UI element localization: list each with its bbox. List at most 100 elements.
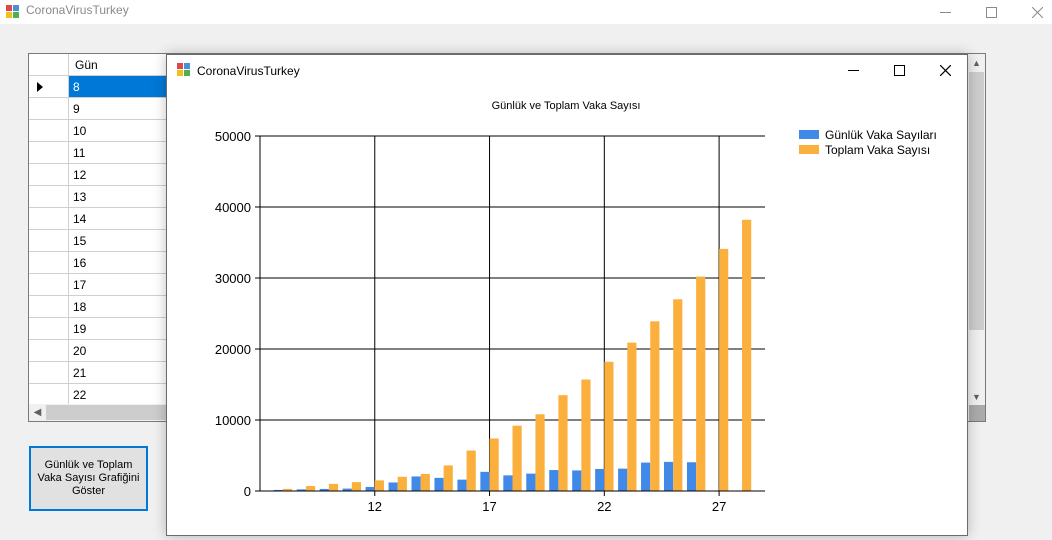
bar-total-cases	[535, 414, 545, 491]
x-tick-label: 27	[712, 499, 726, 514]
chart-grid	[260, 135, 765, 491]
chart-minimize-button[interactable]	[830, 55, 876, 85]
table-row[interactable]: 13	[29, 186, 179, 208]
bar-daily-cases	[388, 482, 398, 491]
window-title: CoronaVirusTurkey	[26, 3, 129, 17]
bar-daily-cases	[296, 489, 306, 491]
table-cell-gun[interactable]: 20	[69, 340, 179, 362]
row-header[interactable]	[29, 76, 69, 98]
chart-bars	[273, 219, 752, 491]
table-cell-gun[interactable]: 11	[69, 142, 179, 164]
table-cell-gun[interactable]: 9	[69, 98, 179, 120]
table-cell-gun[interactable]: 12	[69, 164, 179, 186]
vertical-scrollbar[interactable]: ▲ ▼	[968, 54, 985, 405]
table-row[interactable]: 21	[29, 362, 179, 384]
table-cell-gun[interactable]: 8	[69, 76, 179, 98]
grid-corner[interactable]	[29, 54, 69, 76]
bar-total-cases	[512, 425, 522, 491]
y-tick-label: 50000	[215, 129, 251, 144]
table-row[interactable]: 14	[29, 208, 179, 230]
table-cell-gun[interactable]: 15	[69, 230, 179, 252]
bar-total-cases	[305, 486, 316, 491]
bar-total-cases	[328, 483, 339, 491]
x-tick-label: 12	[368, 499, 382, 514]
bar-total-cases	[558, 395, 568, 491]
table-row[interactable]: 8	[29, 76, 179, 98]
table-cell-gun[interactable]: 10	[69, 120, 179, 142]
bar-total-cases	[719, 248, 729, 491]
bar-daily-cases	[411, 476, 421, 491]
close-button[interactable]	[1014, 0, 1052, 24]
row-header[interactable]	[29, 384, 69, 406]
app-icon	[6, 5, 20, 19]
row-header[interactable]	[29, 186, 69, 208]
table-row[interactable]: 18	[29, 296, 179, 318]
bar-daily-cases	[664, 461, 674, 491]
row-header[interactable]	[29, 362, 69, 384]
bar-total-cases	[489, 438, 499, 491]
row-header[interactable]	[29, 252, 69, 274]
table-cell-gun[interactable]: 13	[69, 186, 179, 208]
bar-daily-cases	[503, 475, 513, 491]
bar-total-cases	[604, 361, 614, 491]
bar-chart: Günlük ve Toplam Vaka Sayısı 0 10000 20000…	[215, 100, 937, 514]
row-header[interactable]	[29, 318, 69, 340]
bar-total-cases	[650, 321, 660, 491]
column-header-gun[interactable]: Gün	[69, 54, 179, 76]
bar-daily-cases	[480, 471, 490, 491]
bar-daily-cases	[434, 477, 444, 491]
table-cell-gun[interactable]: 14	[69, 208, 179, 230]
table-row[interactable]: 15	[29, 230, 179, 252]
row-header[interactable]	[29, 274, 69, 296]
row-header[interactable]	[29, 142, 69, 164]
table-row[interactable]: 22	[29, 384, 179, 406]
table-row[interactable]: 9	[29, 98, 179, 120]
row-header[interactable]	[29, 208, 69, 230]
row-header[interactable]	[29, 120, 69, 142]
chart-app-icon	[177, 63, 191, 77]
minimize-icon	[939, 11, 951, 13]
chart-window-title: CoronaVirusTurkey	[197, 64, 300, 78]
table-row[interactable]: 19	[29, 318, 179, 340]
table-cell-gun[interactable]: 19	[69, 318, 179, 340]
bar-daily-cases	[595, 468, 605, 491]
bar-daily-cases	[319, 488, 329, 491]
scroll-left-icon[interactable]: ◀	[33, 407, 42, 418]
bar-daily-cases	[549, 470, 559, 491]
table-cell-gun[interactable]: 16	[69, 252, 179, 274]
table-row[interactable]: 10	[29, 120, 179, 142]
close-icon	[939, 64, 951, 76]
table-row[interactable]: 17	[29, 274, 179, 296]
row-header[interactable]	[29, 296, 69, 318]
minimize-button[interactable]	[922, 0, 968, 24]
table-cell-gun[interactable]: 17	[69, 274, 179, 296]
show-chart-button[interactable]: Günlük ve Toplam Vaka Sayısı Grafiğini G…	[29, 446, 148, 511]
scroll-up-icon[interactable]: ▲	[972, 57, 981, 68]
scroll-down-icon[interactable]: ▼	[972, 391, 981, 402]
table-cell-gun[interactable]: 21	[69, 362, 179, 384]
table-cell-gun[interactable]: 22	[69, 384, 179, 406]
x-tick-label: 22	[597, 499, 611, 514]
maximize-button[interactable]	[968, 0, 1014, 24]
chart-close-button[interactable]	[922, 55, 968, 85]
bar-total-cases	[742, 219, 752, 491]
bar-daily-cases	[526, 473, 536, 491]
y-tick-label: 40000	[215, 200, 251, 215]
row-header[interactable]	[29, 164, 69, 186]
y-tick-label: 10000	[215, 413, 251, 428]
table-row[interactable]: 16	[29, 252, 179, 274]
table-row[interactable]: 12	[29, 164, 179, 186]
x-tick-label: 17	[482, 499, 496, 514]
row-header[interactable]	[29, 230, 69, 252]
legend-swatch	[799, 145, 819, 154]
table-cell-gun[interactable]: 18	[69, 296, 179, 318]
bar-total-cases	[351, 482, 361, 491]
row-header[interactable]	[29, 98, 69, 120]
chart-maximize-button[interactable]	[876, 55, 922, 85]
table-row[interactable]: 20	[29, 340, 179, 362]
vertical-scroll-thumb[interactable]	[969, 72, 984, 330]
row-header[interactable]	[29, 340, 69, 362]
bar-daily-cases	[273, 489, 283, 491]
table-row[interactable]: 11	[29, 142, 179, 164]
